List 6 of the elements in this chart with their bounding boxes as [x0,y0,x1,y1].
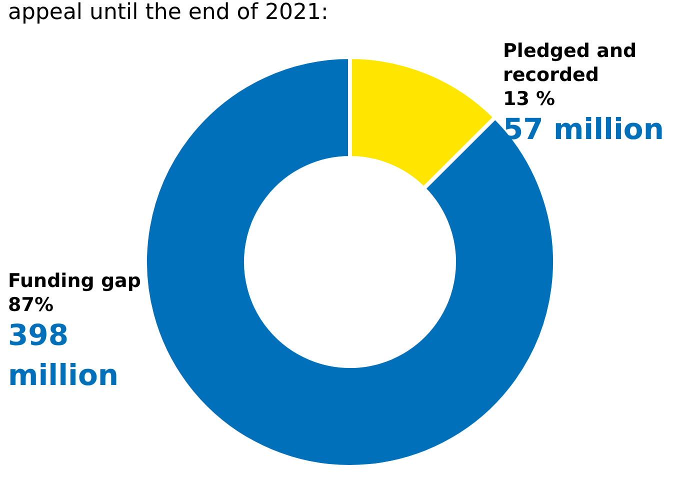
text: 87% [8,294,54,316]
slice-label: Pledged and recorded [503,40,637,86]
slice-label: Funding gap [8,270,141,292]
chart-title: appeal until the end of 2021: [8,0,328,25]
data-label: 398 million [8,318,119,392]
text: 13 % [503,88,556,110]
